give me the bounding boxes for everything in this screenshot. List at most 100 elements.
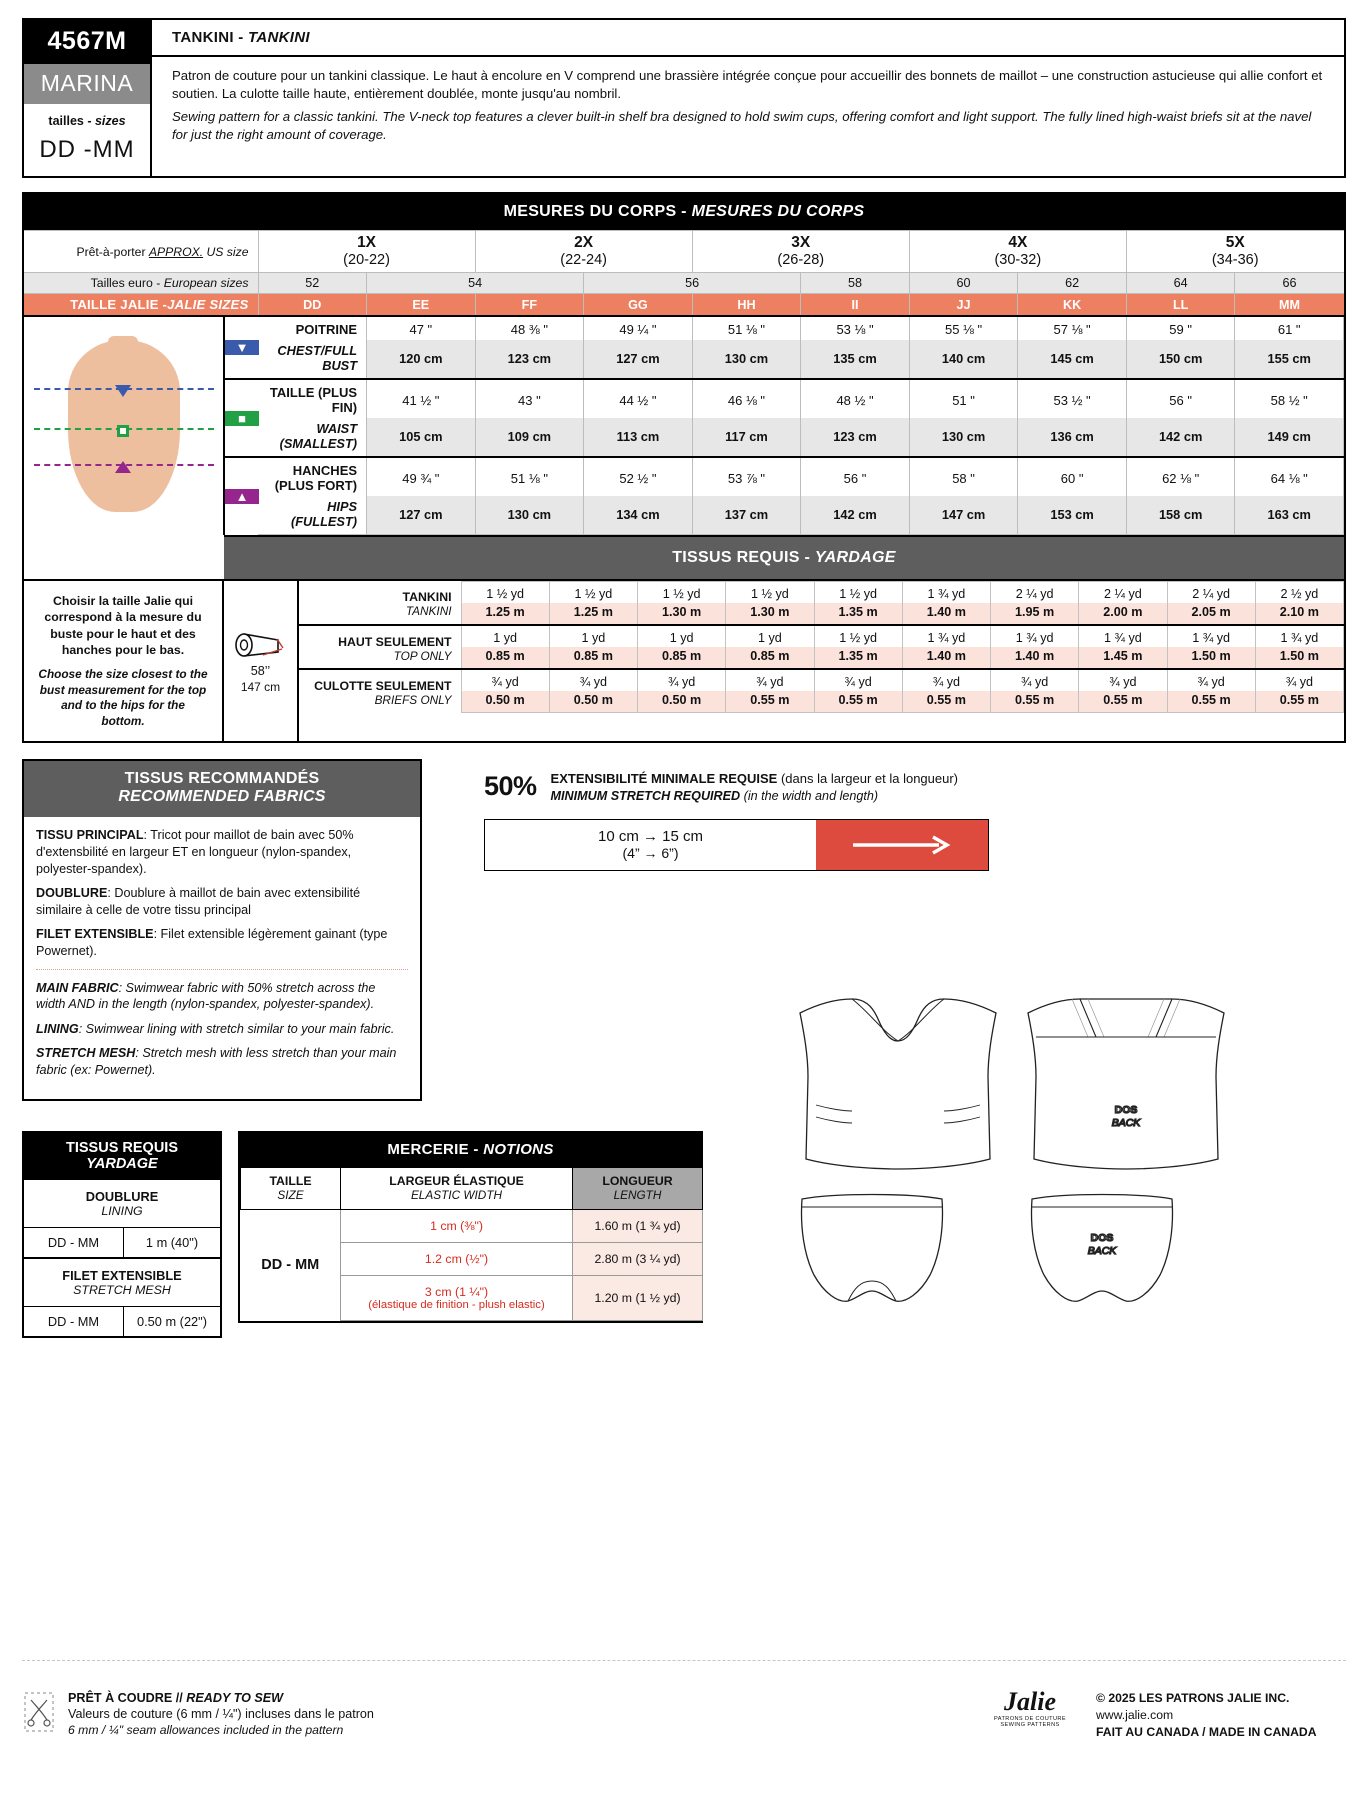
- briefs-only-m-row: 0.50 m 0.50 m 0.50 m 0.55 m 0.55 m 0.55 …: [299, 691, 1345, 714]
- hips-cm-cell: 142 cm: [800, 496, 910, 536]
- col-elastic-width: LARGEUR ÉLASTIQUE ELASTIC WIDTH: [340, 1166, 573, 1210]
- hips-inch-cell: 51 ⅛ ": [474, 456, 585, 497]
- chest-inch-cell: 59 ": [1125, 315, 1236, 341]
- waist-cm-cell: 123 cm: [800, 418, 910, 458]
- waist-label-en: WAIST (SMALLEST): [258, 418, 368, 458]
- jalie-size-cell: DD: [257, 293, 368, 317]
- m-cell: 1.35 m: [813, 647, 903, 670]
- yd-cell: 2 ¼ yd: [1166, 581, 1256, 604]
- m-cell: 0.55 m: [989, 691, 1080, 714]
- yd-cell: ¾ yd: [548, 668, 639, 692]
- yd-cell: ¾ yd: [1254, 668, 1345, 692]
- scissors-icon: [24, 1692, 54, 1732]
- yd-cell: 1 yd: [460, 624, 550, 648]
- stretch-bar: 10 cm → 15 cm (4” → 6”): [484, 818, 989, 871]
- hips-inch-cell: 53 ⅞ ": [691, 456, 802, 497]
- fabric-width-inches: 58’’: [250, 664, 271, 679]
- notions-header-fr: MERCERIE -: [387, 1140, 484, 1158]
- hips-cm-cell: 163 cm: [1234, 496, 1344, 536]
- notions-row: 3 cm (1 ¼") (élastique de finition - plu…: [241, 1274, 703, 1321]
- lining-title-fr: DOUBLURE: [85, 1188, 159, 1204]
- euro-size-cell: 66: [1234, 272, 1344, 295]
- chest-color-swatch: ▼: [224, 315, 259, 380]
- m-cell: 0.55 m: [813, 691, 903, 714]
- chest-cm-cell: 135 cm: [800, 340, 910, 380]
- elastic-width: 1.2 cm (½"): [340, 1241, 573, 1276]
- waist-inch-cell: 58 ½ ": [1234, 378, 1344, 419]
- recommended-fabrics-panel: TISSUS RECOMMANDÉS RECOMMENDED FABRICS T…: [22, 759, 422, 1101]
- lining-value: 1 m (40"): [145, 1234, 199, 1250]
- small-yardage-header: TISSUS REQUIS YARDAGE: [24, 1132, 220, 1180]
- stretch-top: 50% EXTENSIBILITÉ MINIMALE REQUISE (dans…: [484, 771, 1346, 804]
- waist-cm-row: WAIST (SMALLEST) 105 cm 109 cm 113 cm 11…: [24, 418, 1344, 458]
- chest-inches-row: ▼ POITRINE 47 " 48 ⅜ " 49 ¼ " 51 ⅛ " 53 …: [24, 315, 1344, 535]
- header-left: 4567M MARINA tailles - sizes DD -MM: [24, 20, 152, 176]
- yardage-table: TANKINI TANKINI 1 ½ yd 1 ½ yd 1 ½ yd 1 ½…: [299, 581, 1345, 741]
- yd-cell: 2 ¼ yd: [1078, 581, 1168, 604]
- waist-label-fr: TAILLE (PLUS FIN): [258, 378, 368, 419]
- col-size: TAILLE SIZE: [240, 1166, 341, 1210]
- fabrics-header-en: RECOMMENDED FABRICS: [118, 788, 326, 806]
- torso-illustration: [26, 335, 222, 516]
- fabric-item: DOUBLURE: Doublure à maillot de bain ave…: [36, 886, 361, 917]
- chest-cm-cell: 127 cm: [583, 340, 693, 380]
- notions-header-row: TAILLE SIZE LARGEUR ÉLASTIQUE ELASTIC WIDT…: [240, 1166, 703, 1210]
- m-cell: 1.40 m: [989, 647, 1080, 670]
- lining-row: DD - MM 1 m (40"): [24, 1227, 220, 1259]
- m-cell: 0.55 m: [1166, 691, 1256, 714]
- waist-inch-cell: 48 ½ ": [800, 378, 910, 419]
- chest-cm-cell: 120 cm: [366, 340, 476, 380]
- fabric-width-info: 58’’ 147 cm: [224, 581, 299, 742]
- waist-cm-cell: 149 cm: [1234, 418, 1344, 458]
- fabrics-header-fr: TISSUS RECOMMANDÉS: [124, 770, 320, 788]
- m-cell: 1.35 m: [813, 603, 903, 626]
- yd-cell: ¾ yd: [636, 668, 727, 692]
- col-length: LONGUEUR LENGTH: [572, 1166, 703, 1210]
- website[interactable]: www.jalie.com: [1096, 1707, 1174, 1722]
- hips-label-en: HIPS (FULLEST): [258, 496, 368, 536]
- yd-cell: 1 ½ yd: [725, 581, 815, 604]
- hips-inch-cell: 64 ⅛ ": [1234, 456, 1344, 497]
- us-size-cell: 3X (26-28): [691, 229, 910, 274]
- fabric-item-en: STRETCH MESH: Stretch mesh with less str…: [36, 1046, 397, 1078]
- chest-marker-icon: [114, 382, 132, 400]
- body-figure: [24, 315, 225, 535]
- fabric-item-en: LINING: Swimwear lining with stretch sim…: [36, 1021, 395, 1036]
- hips-color-swatch: ▲: [224, 456, 259, 535]
- elastic-width: 3 cm (1 ¼") (élastique de finition - plu…: [340, 1274, 573, 1321]
- waist-color-swatch: ■: [224, 378, 259, 458]
- bottom-tables: TISSUS REQUIS YARDAGE DOUBLURE LINING DD…: [22, 1130, 1346, 1338]
- sizes-label-en: sizes: [94, 114, 126, 128]
- body-measurements-table: MESURES DU CORPS - MESURES DU CORPS Prêt…: [22, 192, 1346, 744]
- mesh-title-en: STRETCH MESH: [73, 1282, 171, 1297]
- seam-en: 6 mm / ¼" seam allowances included in th…: [68, 1722, 344, 1737]
- size-choice-en: Choose the size closest to the bust meas…: [38, 667, 208, 728]
- stretch-text-en: MINIMUM STRETCH REQUIRED (in the width a…: [550, 789, 879, 804]
- elastic-width: 1 cm (⅜"): [340, 1208, 573, 1243]
- jalie-logo: Jalie PATRONS DE COUTURE SEWING PATTERNS: [994, 1688, 1066, 1728]
- footer-text: PRÊT À COUDRE // READY TO SEW Valeurs de…: [68, 1690, 374, 1739]
- seam-fr: Valeurs de couture (6 mm / ¼") incluses …: [68, 1707, 374, 1722]
- fabric-width-cm: 147 cm: [240, 680, 281, 695]
- chest-cm-row: CHEST/FULL BUST 120 cm 123 cm 127 cm 130…: [24, 340, 1344, 380]
- m-cell: 1.30 m: [725, 603, 815, 626]
- tankini-top-back: DOS BACK: [1027, 998, 1225, 1170]
- waist-cm-cell: 136 cm: [1017, 418, 1127, 458]
- yd-cell: 1 ¾ yd: [1078, 624, 1168, 648]
- elastic-length: 1.60 m (1 ¾ yd): [572, 1208, 703, 1243]
- mesh-title-fr: FILET EXTENSIBLE: [62, 1267, 182, 1283]
- jalie-size-cell: LL: [1125, 293, 1236, 317]
- small-yardage-table: TISSUS REQUIS YARDAGE DOUBLURE LINING DD…: [22, 1130, 222, 1338]
- top-only-label: HAUT SEULEMENT TOP ONLY: [299, 624, 462, 670]
- m-cell: 0.55 m: [1078, 691, 1168, 714]
- technical-drawings: DOS BACK DOS BACK: [760, 985, 1260, 1305]
- euro-size-label: Tailles euro - European sizes: [24, 272, 259, 295]
- chest-cm-cell: 150 cm: [1125, 340, 1236, 380]
- hips-cm-row: HIPS (FULLEST) 127 cm 130 cm 134 cm 137 …: [24, 496, 1344, 536]
- measurements-grid: Prêt-à-porter APPROX. US size 1X (20-22) …: [24, 229, 1344, 536]
- yardage-band: TISSUS REQUIS - YARDAGE: [224, 535, 1344, 580]
- mesh-value: 0.50 m (22"): [137, 1313, 207, 1329]
- description: Patron de couture pour un tankini classi…: [152, 57, 1344, 176]
- hips-label-fr: HANCHES (PLUS FORT): [258, 456, 368, 497]
